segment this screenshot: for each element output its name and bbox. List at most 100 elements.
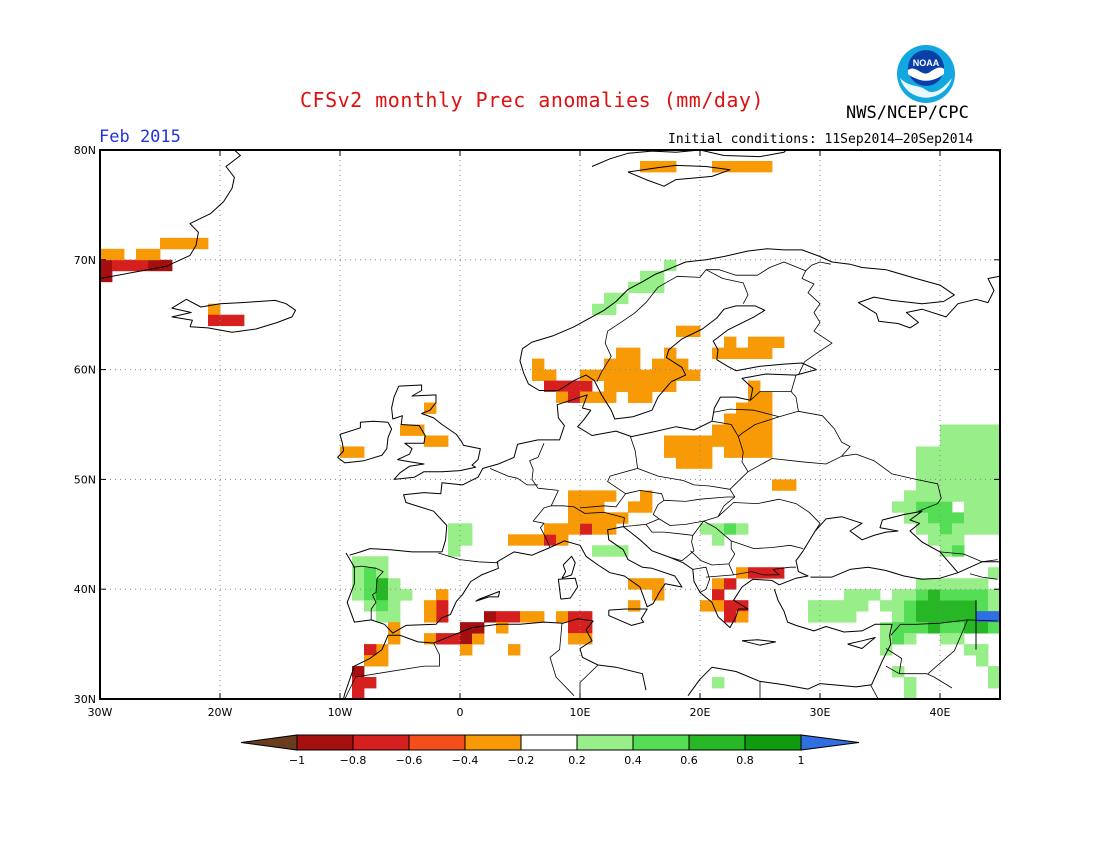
anomaly-cell: [724, 160, 737, 173]
anomaly-cell: [100, 270, 113, 283]
anomaly-cell: [916, 490, 929, 502]
lon-label: 40E: [930, 706, 951, 719]
anomaly-cell: [544, 369, 557, 381]
country-border: [625, 468, 736, 502]
anomaly-cell: [640, 380, 653, 392]
anomaly-cell: [820, 611, 833, 623]
anomaly-cell: [664, 446, 677, 458]
anomaly-cell: [208, 303, 221, 316]
anomaly-cell: [604, 380, 617, 392]
country-border: [692, 566, 710, 593]
anomaly-cell: [508, 534, 521, 546]
anomaly-cell: [568, 490, 581, 502]
anomaly-cell: [712, 677, 725, 689]
country-border: [738, 391, 799, 472]
anomaly-cell: [964, 446, 977, 458]
anomaly-cell: [916, 479, 929, 491]
anomaly-cell: [424, 402, 437, 414]
anomaly-cell: [496, 611, 509, 623]
country-border: [729, 453, 942, 512]
anomaly-cell: [964, 600, 977, 612]
anomaly-cell: [400, 424, 413, 436]
anomaly-cell: [364, 655, 377, 667]
anomaly-cell: [952, 523, 965, 535]
anomaly-cell: [388, 633, 401, 645]
anomaly-cell: [424, 435, 437, 447]
anomaly-cell: [760, 402, 773, 414]
anomaly-cell: [628, 391, 641, 403]
anomaly-cell: [604, 369, 617, 381]
anomaly-cell: [724, 611, 737, 623]
colorbar-box: [408, 734, 466, 751]
country-border: [690, 520, 736, 566]
anomaly-cell: [640, 490, 653, 502]
anomaly-cell: [592, 391, 605, 403]
colorbar-label: 0.2: [568, 754, 586, 767]
anomaly-cell: [112, 259, 125, 272]
anomaly-cell: [640, 501, 653, 513]
anomaly-cell: [952, 545, 965, 557]
coastline: [337, 420, 393, 464]
coastline: [741, 639, 777, 646]
anomaly-cell: [676, 446, 689, 458]
anomaly-cell: [964, 490, 977, 502]
anomaly-cell: [928, 622, 941, 634]
anomaly-cell: [940, 578, 953, 590]
anomaly-cell: [700, 600, 713, 612]
anomaly-cell: [664, 369, 677, 381]
anomaly-cell: [460, 622, 473, 634]
anomaly-cell: [952, 611, 965, 623]
anomaly-cell: [880, 600, 893, 612]
anomaly-cell: [916, 578, 929, 590]
anomaly-cell: [352, 666, 365, 678]
coastline: [349, 548, 442, 556]
anomaly-cell: [928, 490, 941, 502]
anomaly-cell: [892, 611, 905, 623]
anomaly-cell: [556, 391, 569, 403]
anomaly-cell: [748, 336, 761, 349]
lat-label: 50N: [74, 473, 96, 486]
anomaly-cell: [544, 380, 557, 392]
coastline: [557, 577, 579, 600]
anomaly-cell: [760, 446, 773, 458]
anomaly-cell: [748, 567, 761, 579]
anomaly-cell: [988, 501, 1001, 513]
country-border: [549, 623, 575, 696]
anomaly-cell: [748, 446, 761, 458]
anomaly-cell: [184, 237, 197, 250]
anomaly-cell: [532, 369, 545, 381]
anomaly-cell: [892, 600, 905, 612]
anomaly-cell: [916, 600, 929, 612]
lon-label: 20E: [690, 706, 711, 719]
country-border: [711, 420, 739, 437]
country-border: [885, 648, 902, 674]
coastline: [475, 590, 501, 602]
anomaly-cell: [424, 611, 437, 623]
anomaly-cell: [928, 468, 941, 480]
anomaly-cell: [376, 556, 389, 568]
anomaly-cell: [952, 468, 965, 480]
coastline: [847, 637, 876, 649]
anomaly-cell: [616, 369, 629, 381]
anomaly-cell: [136, 259, 149, 272]
anomaly-cell: [436, 589, 449, 601]
anomaly-cell: [364, 644, 377, 656]
anomaly-cell: [724, 446, 737, 458]
anomaly-cell: [628, 501, 641, 513]
lon-label: 30E: [810, 706, 831, 719]
anomaly-cell: [724, 413, 737, 425]
anomaly-cell: [712, 424, 725, 436]
anomaly-cell: [892, 622, 905, 634]
anomaly-cell: [928, 446, 941, 458]
anomaly-cell: [976, 578, 989, 590]
anomaly-cell: [112, 248, 125, 261]
anomaly-cell: [724, 578, 737, 590]
anomaly-cell: [760, 435, 773, 447]
anomaly-cell: [964, 523, 977, 535]
anomaly-cell: [556, 523, 569, 535]
anomaly-cell: [448, 534, 461, 546]
anomaly-cell: [676, 369, 689, 381]
anomaly-cell: [940, 523, 953, 535]
anomaly-cell: [976, 644, 989, 656]
